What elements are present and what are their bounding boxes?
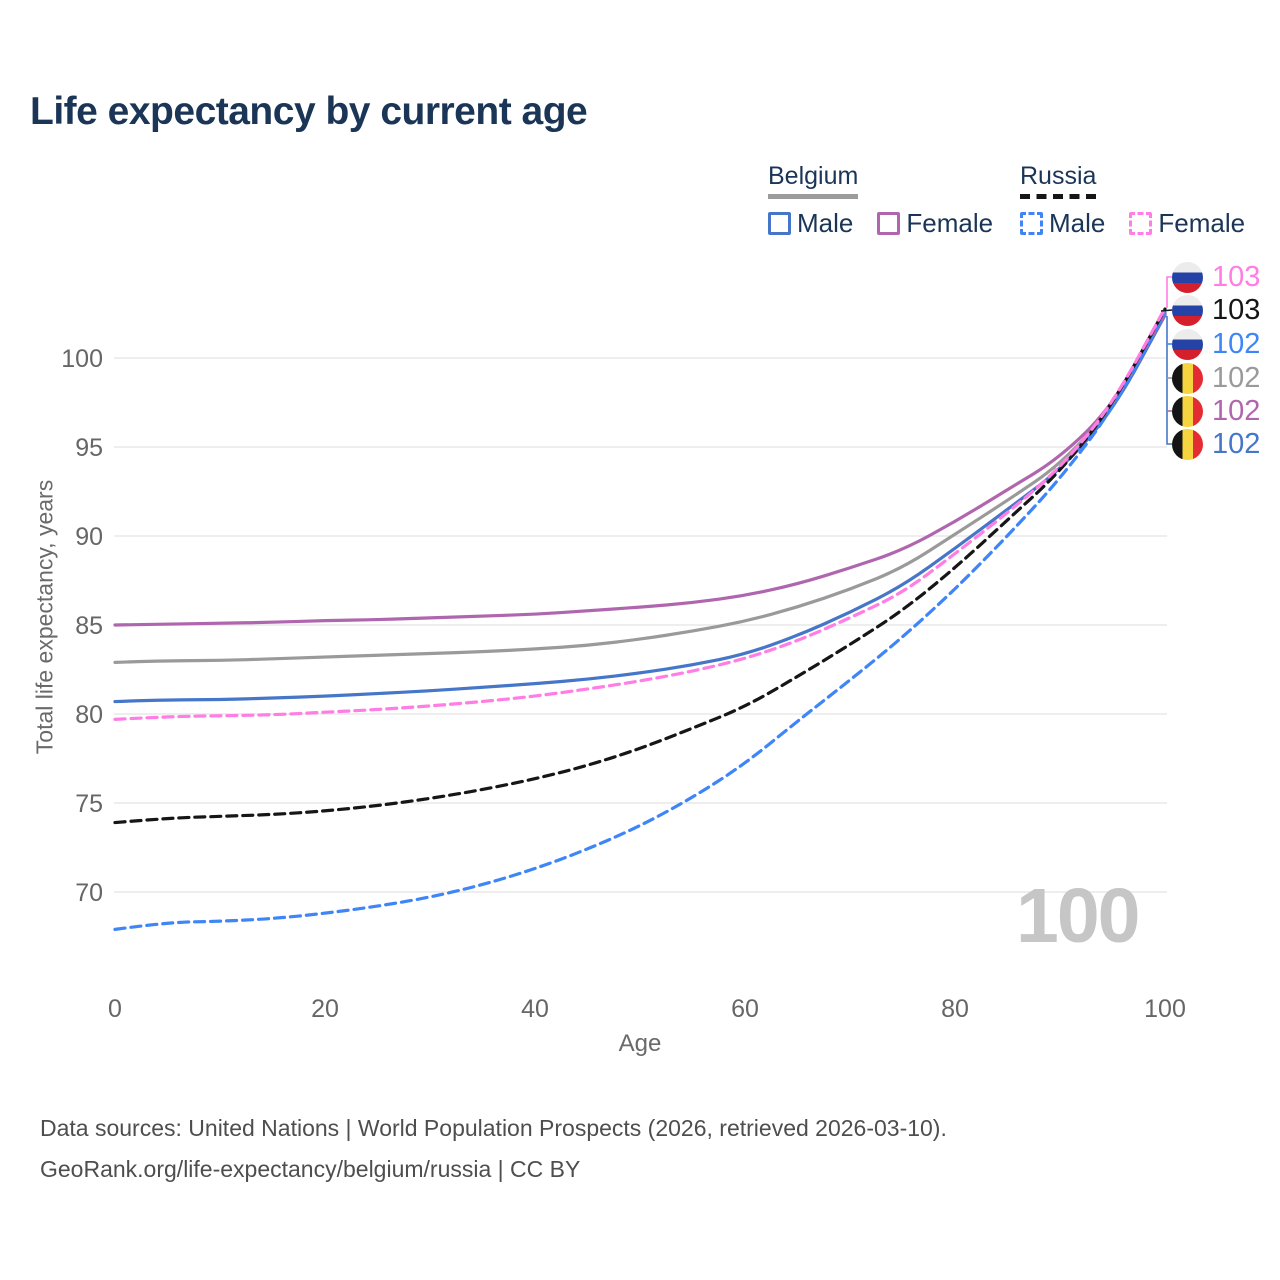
- russia-female-swatch-icon: [1129, 212, 1153, 235]
- legend-group-russia: Russia Male Female: [1020, 162, 1245, 239]
- svg-text:80: 80: [75, 701, 103, 729]
- russia-flag-icon: [1172, 261, 1203, 293]
- legend-item-russia-male[interactable]: Male: [1020, 208, 1105, 239]
- legend-item-belgium-female[interactable]: Female: [877, 208, 993, 239]
- svg-text:70: 70: [75, 879, 103, 907]
- legend-label: Female: [1158, 208, 1246, 238]
- svg-text:85: 85: [75, 612, 103, 640]
- svg-text:100: 100: [1144, 995, 1186, 1023]
- legend-group-belgium: Belgium Male Female: [768, 162, 993, 239]
- series-end-label-belgium-female: 102: [1172, 395, 1260, 427]
- series-end-label-belgium-both: 102: [1172, 362, 1260, 394]
- series-end-label-russia-male: 102: [1172, 328, 1260, 360]
- legend-label: Male: [1049, 208, 1106, 238]
- legend-item-belgium-male[interactable]: Male: [768, 208, 853, 239]
- legend-item-russia-female[interactable]: Female: [1129, 208, 1245, 239]
- russia-flag-icon: [1172, 328, 1203, 360]
- footer-line-2: GeoRank.org/life-expectancy/belgium/russ…: [40, 1156, 581, 1182]
- series-end-label-russia-female: 103: [1172, 261, 1260, 293]
- belgium-flag-icon: [1172, 428, 1203, 460]
- svg-text:100: 100: [61, 345, 103, 373]
- series-end-label-russia-both: 103: [1172, 294, 1260, 326]
- svg-text:60: 60: [731, 995, 759, 1023]
- y-axis-title: Total life expectancy, years: [31, 479, 58, 755]
- legend-items-russia: Male Female: [1020, 208, 1245, 239]
- end-value: 102: [1212, 427, 1261, 460]
- end-value: 102: [1212, 394, 1261, 427]
- svg-text:90: 90: [75, 523, 103, 551]
- belgium-flag-icon: [1172, 395, 1203, 427]
- legend-label: Male: [797, 208, 854, 238]
- page-title: Life expectancy by current age: [30, 90, 588, 133]
- line-russia-both-sexes: [113, 307, 1167, 825]
- leader-lines: [1160, 276, 1173, 445]
- age-watermark: 100: [1016, 873, 1140, 959]
- belgium-male-swatch-icon: [768, 212, 791, 235]
- gridlines: [114, 357, 1167, 893]
- x-axis-title: Age: [618, 1030, 662, 1057]
- line-russia-male: [113, 311, 1167, 931]
- svg-text:95: 95: [75, 434, 103, 462]
- data-source-footer: Data sources: United Nations | World Pop…: [40, 1108, 947, 1190]
- svg-text:20: 20: [311, 995, 339, 1023]
- belgium-female-swatch-icon: [877, 212, 901, 235]
- footer-line-1: Data sources: United Nations | World Pop…: [40, 1115, 947, 1141]
- legend-country-russia[interactable]: Russia: [1020, 162, 1097, 199]
- end-value: 103: [1212, 293, 1261, 326]
- line-belgium-female: [113, 312, 1167, 627]
- legend-label: Female: [906, 208, 994, 238]
- end-value: 103: [1212, 260, 1261, 293]
- svg-text:75: 75: [75, 790, 103, 818]
- y-tick-labels: 70 75 80 85 90 95 100: [61, 345, 103, 907]
- russia-male-swatch-icon: [1020, 212, 1043, 235]
- series-end-label-belgium-male: 102: [1172, 428, 1260, 460]
- series-lines: [113, 306, 1167, 931]
- legend-country-belgium[interactable]: Belgium: [768, 162, 859, 199]
- line-belgium-male: [113, 313, 1167, 704]
- line-belgium-both-sexes: [113, 311, 1167, 664]
- end-value: 102: [1212, 327, 1261, 360]
- russia-flag-icon: [1172, 294, 1203, 326]
- line-russia-female: [113, 306, 1167, 721]
- x-tick-labels: 0 20 40 60 80 100: [108, 995, 1186, 1023]
- end-value: 102: [1212, 361, 1261, 394]
- svg-text:40: 40: [521, 995, 549, 1023]
- svg-text:0: 0: [108, 995, 122, 1023]
- svg-text:80: 80: [941, 995, 969, 1023]
- legend-items-belgium: Male Female: [768, 208, 993, 239]
- belgium-flag-icon: [1172, 362, 1203, 394]
